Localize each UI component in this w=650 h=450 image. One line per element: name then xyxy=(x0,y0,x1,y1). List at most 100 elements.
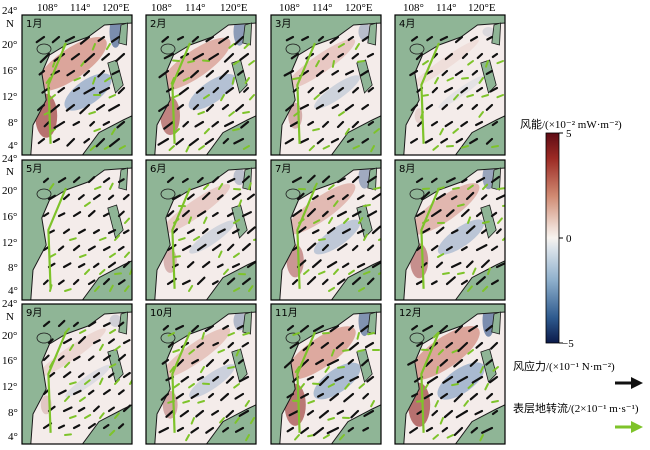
current-arrow xyxy=(94,285,101,292)
boundary-current xyxy=(420,42,441,144)
wind-arrow xyxy=(454,324,464,334)
current-arrow xyxy=(338,111,345,117)
wind-arrow xyxy=(336,120,345,129)
current-arrow xyxy=(69,415,77,419)
current-arrow xyxy=(168,145,175,152)
wind-arrow xyxy=(239,52,250,61)
top-tick: 114° xyxy=(70,2,91,14)
current-arrow xyxy=(354,43,360,51)
wind-arrow xyxy=(62,193,71,201)
current-arrow xyxy=(358,216,364,224)
wind-arrow xyxy=(490,279,499,286)
wind-arrow xyxy=(77,228,86,235)
wind-arrow xyxy=(423,392,434,400)
boundary-current xyxy=(171,331,192,433)
current-arrow xyxy=(446,434,454,439)
wind-arrow xyxy=(326,227,336,235)
wind-arrow xyxy=(62,262,72,269)
wind-arrow xyxy=(361,103,370,111)
current-arrow xyxy=(491,145,499,149)
wind-arrow xyxy=(57,319,66,328)
wind-arrow xyxy=(122,260,131,269)
wind-arrow xyxy=(122,404,132,413)
wind-arrow xyxy=(66,137,76,147)
wind-arrow xyxy=(491,120,499,127)
map-panel: 9月 xyxy=(21,303,133,445)
wind-arrow xyxy=(445,209,455,218)
wind-arrow xyxy=(196,341,205,349)
top-tick: 120°E xyxy=(102,2,130,14)
wind-arrow xyxy=(72,176,81,184)
wind-arrow xyxy=(336,409,345,415)
wind-arrow xyxy=(471,69,479,76)
wind-arrow xyxy=(64,35,76,43)
wind-arrow xyxy=(366,52,375,58)
wind-arrow xyxy=(343,392,355,403)
lat-ticks-row-1: 24° N 20° 16° 12° 8° 4° xyxy=(2,5,18,152)
current-arrow xyxy=(343,217,350,224)
wind-arrow xyxy=(204,324,215,333)
current-arrow xyxy=(89,145,96,152)
current-arrow xyxy=(308,145,315,152)
wind-arrow xyxy=(178,86,190,96)
current-arrow xyxy=(434,77,439,85)
wind-arrow xyxy=(360,324,370,333)
current-arrow xyxy=(105,43,111,51)
current-arrow xyxy=(452,128,459,134)
map-panels: 1月 2月 3月 4月 5月 6月 7月 8月 9月 10月 11月 12月 xyxy=(21,14,506,445)
top-tick: 108° xyxy=(151,2,172,14)
wind-arrow xyxy=(72,120,81,127)
wind-arrow xyxy=(70,52,81,61)
wind-arrow xyxy=(349,375,360,382)
month-label: 2月 xyxy=(150,18,166,30)
wind-arrow xyxy=(475,120,484,127)
wind-arrow xyxy=(218,35,230,45)
wind-arrow xyxy=(107,229,117,235)
wind-arrow xyxy=(439,35,449,42)
wind-arrow xyxy=(356,194,365,201)
boundary-current xyxy=(47,42,68,144)
wind-stress-label: 风应力/(×10⁻¹ N·m⁻²) xyxy=(513,359,615,373)
wind-arrow xyxy=(190,426,200,434)
wind-arrow xyxy=(364,341,375,349)
wind-arrow xyxy=(366,375,375,383)
wind-arrow xyxy=(440,392,449,400)
wind-arrow xyxy=(190,392,200,400)
wind-arrow xyxy=(190,69,200,79)
current-arrow xyxy=(367,332,375,336)
wind-arrow xyxy=(311,194,319,201)
wind-arrow xyxy=(57,177,67,184)
current-arrow xyxy=(169,366,175,373)
current-arrow xyxy=(203,216,208,224)
wind-arrow xyxy=(415,280,424,286)
current-arrow xyxy=(312,128,320,132)
wind-arrow xyxy=(336,243,348,252)
current-arrow xyxy=(99,412,105,419)
current-arrow xyxy=(109,363,117,368)
wind-arrow xyxy=(205,69,215,78)
wind-arrow xyxy=(486,35,494,41)
current-arrow xyxy=(342,349,350,352)
wind-arrow xyxy=(246,193,255,201)
wind-arrow xyxy=(318,409,330,419)
current-arrow xyxy=(188,284,194,292)
wind-arrow xyxy=(241,211,252,218)
wind-arrow xyxy=(360,358,370,367)
current-arrow xyxy=(439,128,444,136)
wind-arrow xyxy=(167,341,175,348)
wind-arrow xyxy=(97,35,106,42)
wind-arrow xyxy=(290,52,300,60)
wind-arrow xyxy=(57,389,67,396)
current-arrow xyxy=(299,383,305,390)
wind-arrow xyxy=(208,392,215,399)
current-arrow xyxy=(446,77,454,82)
wind-arrow xyxy=(321,52,330,61)
lat-tick: 4° xyxy=(8,431,18,443)
current-arrow xyxy=(219,417,225,424)
wind-arrow xyxy=(348,341,360,351)
wind-arrow xyxy=(460,279,468,286)
wind-arrow xyxy=(79,35,91,45)
wind-arrow xyxy=(291,209,303,218)
current-arrow xyxy=(348,269,355,275)
wind-arrow xyxy=(102,354,112,362)
